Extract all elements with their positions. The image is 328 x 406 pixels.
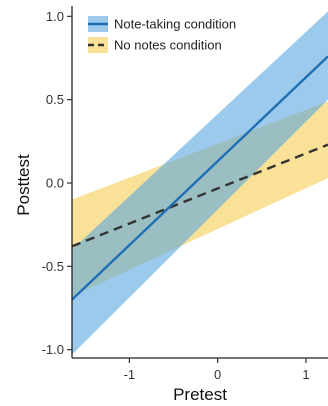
legend: Note-taking condition No notes condition	[88, 16, 236, 53]
regression-lines	[71, 55, 328, 301]
fit-line-note-taking	[71, 55, 328, 301]
x-tick-label: 0	[214, 367, 221, 382]
y-tick-label: 0.0	[46, 176, 64, 191]
legend-label-no-notes: No notes condition	[114, 38, 222, 53]
axes	[71, 6, 328, 359]
y-tick-label: 0.5	[46, 92, 64, 107]
legend-label-note-taking: Note-taking condition	[114, 17, 236, 32]
y-tick-label: 1.0	[46, 9, 64, 24]
x-tick-label: 1	[302, 367, 309, 382]
confidence-bands	[72, 11, 328, 355]
y-tick-label: -1.0	[42, 342, 64, 357]
fit-line-no-notes	[71, 143, 328, 248]
confidence-band-note-taking	[72, 11, 328, 355]
y-tick-label: -0.5	[42, 259, 64, 274]
x-axis-title: Pretest	[173, 385, 227, 404]
ticks: 1.0 0.5 0.0 -0.5 -1.0 -1 0 1	[42, 9, 310, 382]
y-axis-title: Posttest	[14, 154, 33, 216]
x-tick-label: -1	[124, 367, 136, 382]
